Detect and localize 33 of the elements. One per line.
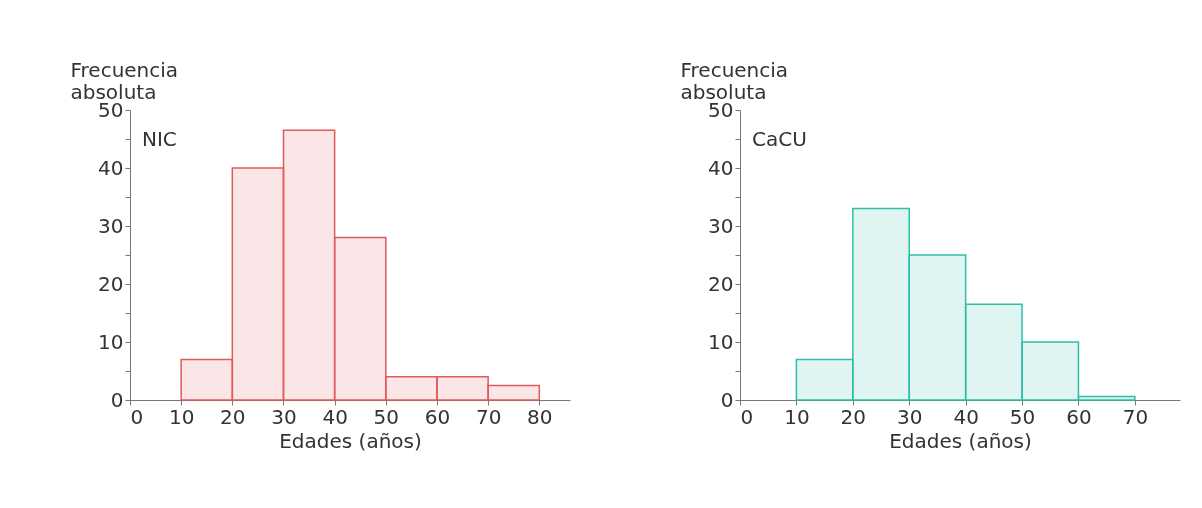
x-tick-label: 40 xyxy=(322,404,348,429)
y-tick-label: 0 xyxy=(720,387,734,412)
x-tick-label: 70 xyxy=(475,404,502,429)
x-tick-label: 50 xyxy=(373,404,400,429)
x-tick-label: 80 xyxy=(527,404,553,429)
y-tick-label: 20 xyxy=(708,271,734,296)
x-tick-label: 10 xyxy=(168,404,195,429)
x-tick-label: 0 xyxy=(130,404,144,429)
x-tick-label: 30 xyxy=(271,404,297,429)
x-tick-label: 40 xyxy=(953,404,979,429)
x-axis-title: Edades (años) xyxy=(889,428,1032,453)
x-tick-label: 60 xyxy=(1066,404,1092,429)
x-tick-label: 50 xyxy=(1009,404,1036,429)
y-axis-title: Frecuencia absoluta xyxy=(680,57,789,104)
x-tick-label: 60 xyxy=(424,404,451,429)
y-tick-label: 40 xyxy=(708,155,734,180)
y-tick-label: 10 xyxy=(708,329,734,354)
y-tick-label: 30 xyxy=(708,213,734,238)
x-tick-label: 0 xyxy=(740,404,754,429)
y-tick-label: 0 xyxy=(110,387,124,412)
x-tick-label: 10 xyxy=(784,404,810,429)
x-tick-label: 20 xyxy=(220,404,246,429)
y-axis-title: Frecuencia absoluta xyxy=(70,57,179,104)
y-tick-label: 20 xyxy=(98,271,124,296)
x-tick-label: 30 xyxy=(897,404,923,429)
y-tick-label: 40 xyxy=(98,155,124,180)
y-tick-label: 30 xyxy=(98,213,124,238)
annotation: NIC xyxy=(142,127,177,151)
y-tick-label: 10 xyxy=(98,329,124,354)
annotation: CaCU xyxy=(752,127,807,151)
x-tick-label: 20 xyxy=(840,404,867,429)
x-tick-label: 70 xyxy=(1122,404,1149,429)
x-axis-title: Edades (años) xyxy=(279,428,422,453)
